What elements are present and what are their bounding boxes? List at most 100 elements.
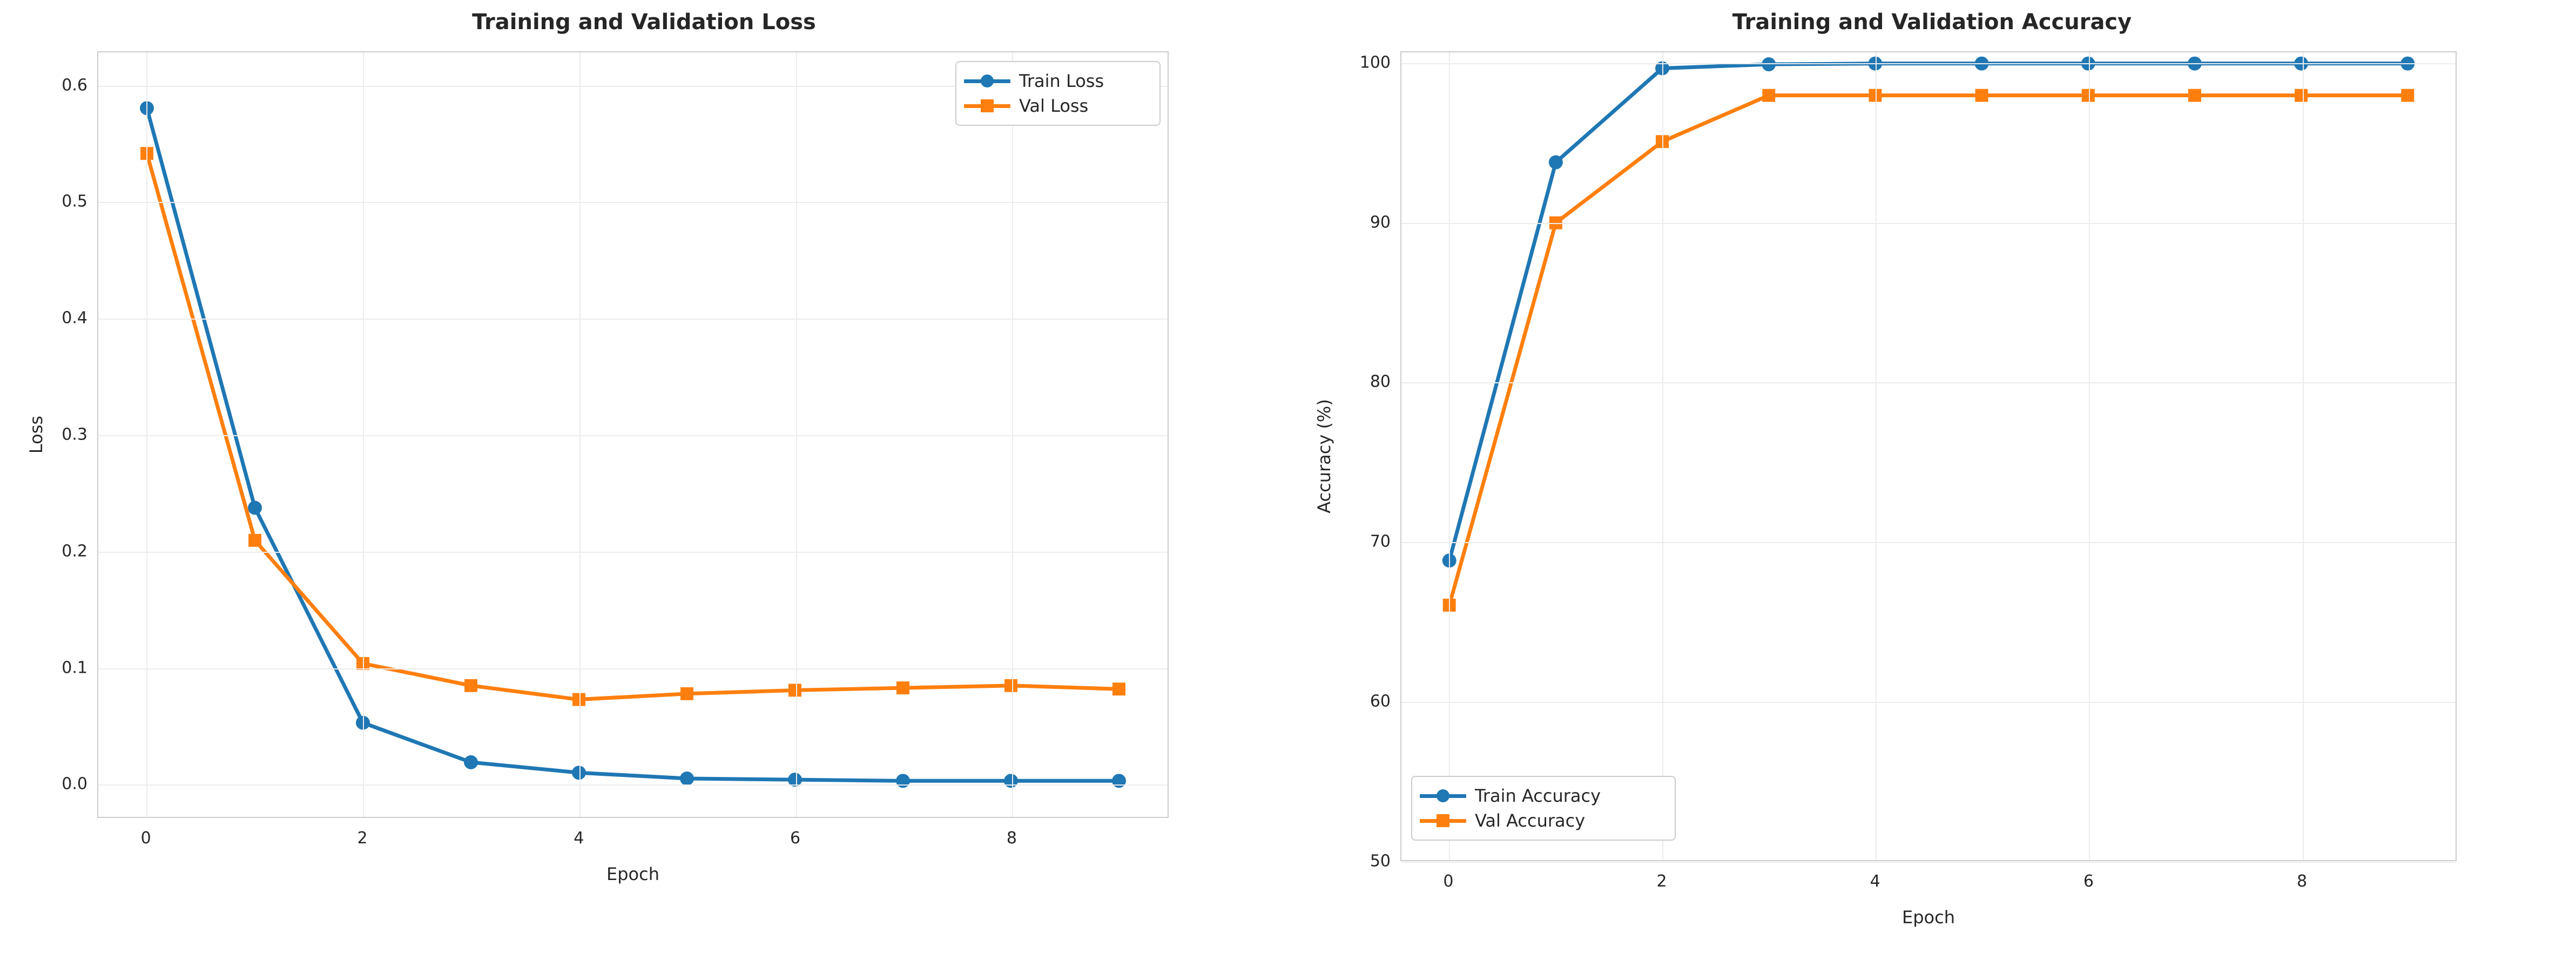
y-tick-label: 0.0 — [62, 774, 87, 794]
series-line-square — [145, 151, 1121, 702]
legend-row[interactable]: Val Loss — [964, 93, 1150, 118]
gridline-vertical — [1448, 52, 1450, 860]
data-point-marker-square — [1975, 89, 1988, 102]
y-tick-label: 0.1 — [62, 658, 87, 678]
gridline-horizontal — [1401, 862, 2456, 863]
x-axis-label-loss: Epoch — [606, 864, 659, 884]
x-tick-label: 8 — [2296, 872, 2308, 891]
y-tick-label: 60 — [1370, 692, 1391, 711]
legend-label: Train Accuracy — [1475, 786, 1601, 806]
gridline-horizontal — [98, 435, 1168, 436]
series-layer-loss — [140, 101, 1126, 788]
gridline-vertical — [1662, 52, 1664, 860]
legend-label: Val Accuracy — [1475, 810, 1586, 831]
data-point-marker-circle — [788, 773, 802, 787]
y-tick-label: 0.3 — [62, 425, 87, 444]
y-tick-label: 0.5 — [62, 192, 87, 211]
y-tick-label: 0.2 — [62, 542, 87, 561]
y-axis-label-loss: Loss — [26, 415, 46, 454]
legend-loss[interactable]: Train Loss Val Loss — [955, 61, 1161, 126]
gridline-vertical — [1012, 52, 1014, 817]
gridline-vertical — [146, 52, 148, 817]
legend-marker-circle — [981, 75, 994, 87]
y-axis-label-accuracy: Accuracy (%) — [1314, 399, 1334, 513]
legend-accuracy[interactable]: Train Accuracy Val Accuracy — [1411, 776, 1676, 841]
y-tick-label: 70 — [1370, 532, 1391, 551]
data-point-marker-square — [2188, 89, 2201, 102]
series-line-square — [1447, 93, 2410, 607]
data-point-marker-square — [1762, 89, 1776, 102]
data-point-marker-square — [1869, 89, 1882, 102]
data-point-marker-square — [464, 679, 477, 692]
data-point-marker-square — [896, 681, 909, 695]
x-tick-label: 8 — [1006, 829, 1017, 848]
data-point-marker-circle — [464, 755, 478, 769]
x-tick-label: 2 — [1656, 872, 1667, 891]
x-tick-label: 4 — [1870, 872, 1880, 891]
legend-row[interactable]: Val Accuracy — [1420, 808, 1665, 833]
x-tick-label: 0 — [1443, 872, 1454, 891]
gridline-vertical — [2089, 52, 2091, 860]
y-tick-label: 0.6 — [62, 76, 87, 95]
plot-area-loss — [97, 51, 1169, 818]
plot-area-accuracy — [1400, 51, 2457, 863]
gridline-horizontal — [98, 784, 1168, 786]
data-point-marker-square — [248, 533, 261, 547]
gridline-horizontal — [1401, 382, 2456, 384]
gridline-horizontal — [1401, 702, 2456, 703]
data-point-marker-square — [1004, 679, 1017, 692]
chart-panel-accuracy: Training and Validation Accuracy Epoch A… — [1288, 0, 2576, 954]
data-point-marker-circle — [680, 772, 694, 786]
data-point-marker-circle — [1548, 155, 1563, 170]
gridline-horizontal — [1401, 542, 2456, 544]
data-point-marker-square — [2295, 89, 2308, 102]
series-line-circle — [145, 106, 1121, 783]
gridline-vertical — [2302, 52, 2304, 860]
x-tick-label: 6 — [790, 829, 801, 848]
gridline-vertical — [362, 52, 364, 817]
data-point-marker-square — [680, 687, 693, 700]
legend-swatch-circle — [964, 70, 1010, 92]
legend-marker-circle — [1437, 789, 1449, 802]
legend-marker-square — [1437, 814, 1449, 827]
plot-inner-loss — [98, 52, 1168, 817]
gridline-horizontal — [1401, 63, 2456, 64]
x-tick-label: 4 — [574, 829, 584, 848]
data-point-marker-square — [2081, 89, 2095, 102]
legend-label: Val Loss — [1019, 96, 1089, 116]
legend-swatch-square — [1420, 810, 1466, 831]
gridline-horizontal — [98, 202, 1168, 204]
legend-label: Train Loss — [1019, 71, 1104, 91]
gridline-horizontal — [98, 551, 1168, 553]
data-point-marker-circle — [248, 500, 262, 515]
data-point-marker-circle — [1112, 774, 1126, 788]
y-tick-label: 100 — [1359, 53, 1391, 72]
data-point-marker-square — [788, 684, 801, 697]
legend-row[interactable]: Train Loss — [964, 69, 1150, 93]
chart-panel-loss: Training and Validation Loss Epoch Loss … — [26, 10, 1169, 884]
data-point-marker-circle — [1004, 774, 1018, 788]
series-line-circle — [1447, 62, 2410, 563]
gridline-vertical — [1876, 52, 1877, 860]
series-layer-accuracy — [1442, 56, 2415, 612]
gridline-horizontal — [98, 85, 1168, 87]
y-tick-label: 0.4 — [62, 308, 87, 328]
x-tick-label: 2 — [357, 829, 368, 848]
legend-swatch-square — [964, 95, 1010, 117]
data-point-marker-circle — [896, 774, 910, 788]
y-tick-label: 50 — [1370, 851, 1391, 871]
chart-title-loss: Training and Validation Loss — [472, 10, 816, 35]
data-point-marker-circle — [1762, 57, 1776, 72]
gridline-horizontal — [1401, 222, 2456, 224]
legend-swatch-circle — [1420, 785, 1466, 807]
plot-inner-accuracy — [1401, 52, 2456, 863]
gridline-vertical — [795, 52, 797, 817]
data-point-marker-circle — [572, 766, 586, 780]
legend-row[interactable]: Train Accuracy — [1420, 783, 1665, 808]
data-point-marker-square — [2401, 89, 2415, 102]
data-point-marker-square — [572, 693, 585, 706]
gridline-horizontal — [98, 668, 1168, 669]
y-tick-label: 90 — [1370, 213, 1391, 232]
legend-marker-square — [981, 99, 994, 112]
x-tick-label: 0 — [140, 829, 151, 848]
